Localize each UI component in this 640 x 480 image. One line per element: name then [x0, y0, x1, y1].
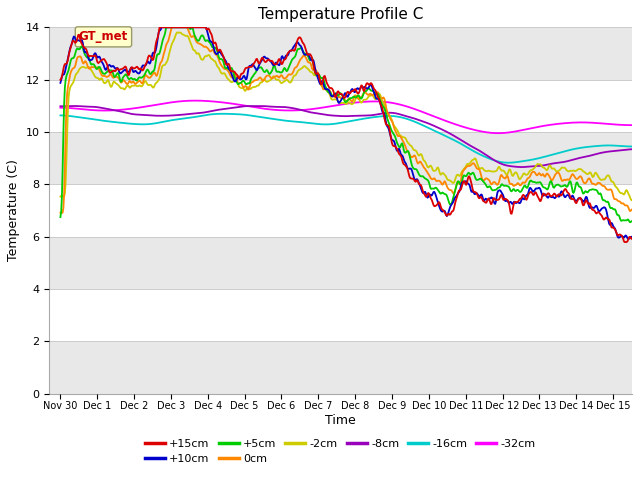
X-axis label: Time: Time — [325, 414, 356, 427]
Text: GT_met: GT_met — [79, 30, 128, 43]
Legend: +15cm, +10cm, +5cm, 0cm, -2cm, -8cm, -16cm, -32cm: +15cm, +10cm, +5cm, 0cm, -2cm, -8cm, -16… — [140, 434, 541, 468]
Title: Temperature Profile C: Temperature Profile C — [258, 7, 423, 22]
Bar — [49, 237, 632, 289]
Bar — [49, 132, 632, 184]
Bar — [49, 341, 632, 394]
Y-axis label: Temperature (C): Temperature (C) — [7, 159, 20, 262]
Bar — [49, 27, 632, 80]
